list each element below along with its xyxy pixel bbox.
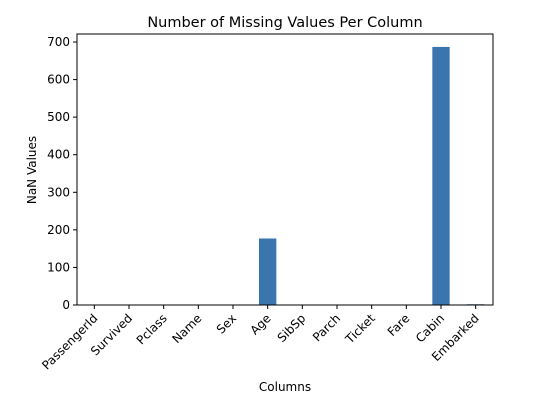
y-tick-label: 300 [47, 185, 70, 199]
x-tick-label: Sex [214, 311, 239, 336]
x-tick-label: Ticket [342, 311, 378, 347]
x-tick-label: PassengerId [39, 311, 100, 372]
x-tick-label: Parch [310, 311, 343, 344]
y-tick-label: 100 [47, 260, 70, 274]
y-tick-label: 200 [47, 223, 70, 237]
bar [432, 46, 450, 306]
x-tick-label: SibSp [275, 311, 309, 345]
y-axis-label: NaN Values [25, 136, 39, 204]
y-tick-label: 600 [47, 73, 70, 87]
plot-frame [76, 33, 494, 306]
y-tick-label: 500 [47, 110, 70, 124]
x-axis-label: Columns [259, 380, 311, 394]
y-tick-label: 400 [47, 148, 70, 162]
x-tick-label: Fare [385, 311, 413, 339]
x-tick-label: Pclass [134, 311, 170, 347]
bar [259, 238, 277, 305]
chart-title: Number of Missing Values Per Column [147, 15, 422, 31]
x-tick-label: Name [170, 311, 205, 346]
y-tick-label: 0 [62, 298, 70, 312]
x-tick-label: Age [247, 311, 273, 337]
y-tick-label: 700 [47, 35, 70, 49]
